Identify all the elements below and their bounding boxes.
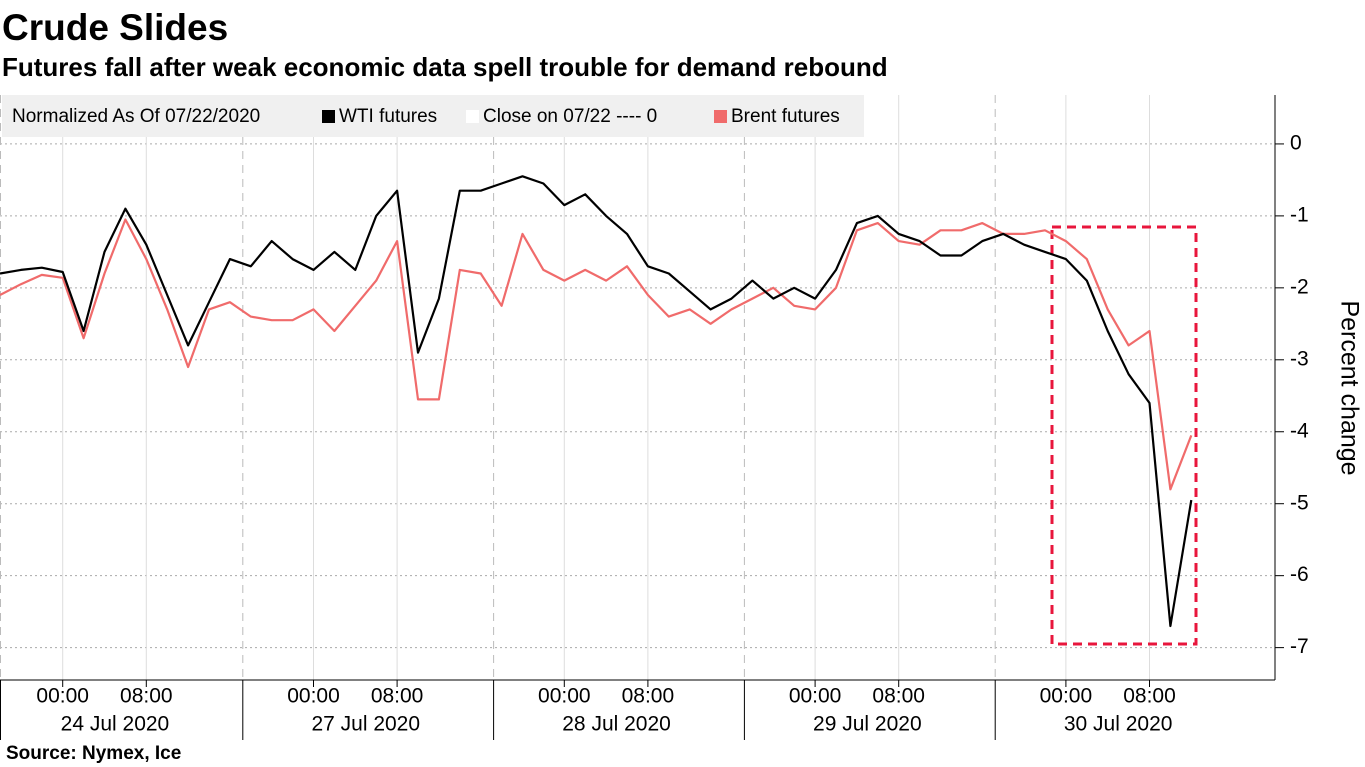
- highlight-box: [1050, 225, 1198, 646]
- day-label: 27 Jul 2020: [311, 713, 420, 736]
- legend-label: WTI futures: [339, 106, 437, 127]
- y-axis-label: Percent change: [1335, 300, 1363, 475]
- legend-reference: Close on 07/22 ---- 0: [483, 106, 657, 127]
- x-tick-label: 08:00: [1123, 685, 1176, 708]
- y-tick-label: 0: [1290, 131, 1302, 154]
- y-tick-label: -1: [1290, 203, 1309, 226]
- day-label: 29 Jul 2020: [813, 713, 922, 736]
- legend-swatch: [714, 110, 727, 123]
- y-tick-label: -5: [1290, 491, 1309, 514]
- series-line: [0, 218, 1193, 491]
- x-tick-label: 00:00: [538, 685, 591, 708]
- legend: WTI futures Brent futures Close on 07/22 -…: [322, 106, 840, 127]
- legend-swatch: [466, 110, 479, 123]
- x-tick-label: 00:00: [36, 685, 89, 708]
- legend-label: Brent futures: [731, 106, 840, 127]
- y-tick-label: -4: [1290, 419, 1309, 442]
- day-label: 28 Jul 2020: [562, 713, 671, 736]
- day-label: 30 Jul 2020: [1064, 713, 1173, 736]
- series-line: [0, 175, 1193, 628]
- y-tick-label: -3: [1290, 347, 1309, 370]
- legend-prefix: Normalized As Of 07/22/2020: [12, 106, 260, 127]
- day-label: 24 Jul 2020: [61, 713, 170, 736]
- x-tick-label: 00:00: [1040, 685, 1093, 708]
- source: Source: Nymex, Ice: [6, 743, 181, 764]
- x-tick-label: 08:00: [371, 685, 424, 708]
- x-tick-label: 00:00: [287, 685, 340, 708]
- y-tick-label: -6: [1290, 563, 1309, 586]
- grid: [0, 95, 1275, 680]
- chart-subtitle: Futures fall after weak economic data sp…: [2, 52, 888, 82]
- legend-swatch: [322, 110, 335, 123]
- x-tick-label: 08:00: [872, 685, 925, 708]
- chart-title: Crude Slides: [2, 7, 228, 48]
- y-tick-label: -7: [1290, 635, 1309, 658]
- x-tick-label: 00:00: [789, 685, 842, 708]
- x-tick-label: 08:00: [622, 685, 675, 708]
- x-tick-label: 08:00: [120, 685, 173, 708]
- y-tick-label: -2: [1290, 275, 1309, 298]
